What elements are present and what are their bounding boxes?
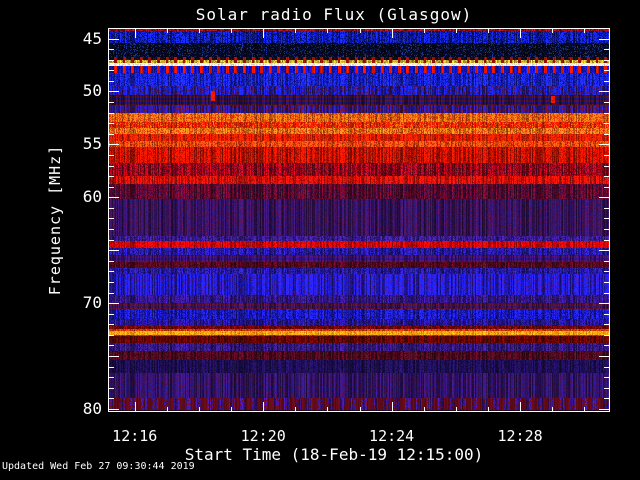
y-tick-label: 50 [82,81,102,101]
updated-timestamp: Updated Wed Feb 27 09:30:44 2019 [2,461,195,472]
x-axis-title: Start Time (18-Feb-19 12:15:00) [184,445,484,464]
x-tick-label: 12:20 [240,427,286,445]
y-tick-label: 55 [82,134,102,154]
y-axis-title: Frequency [MHz] [46,144,64,296]
x-tick-label: 12:28 [497,427,543,445]
spectrogram-canvas [108,28,610,412]
y-tick-label: 70 [82,293,102,313]
y-tick-label: 80 [82,398,102,418]
x-tick-label: 12:16 [112,427,158,445]
y-tick-label: 45 [82,28,102,48]
x-tick-label: 12:24 [369,427,415,445]
y-tick-label: 60 [82,187,102,207]
chart-title: Solar radio Flux (Glasgow) [195,5,473,24]
